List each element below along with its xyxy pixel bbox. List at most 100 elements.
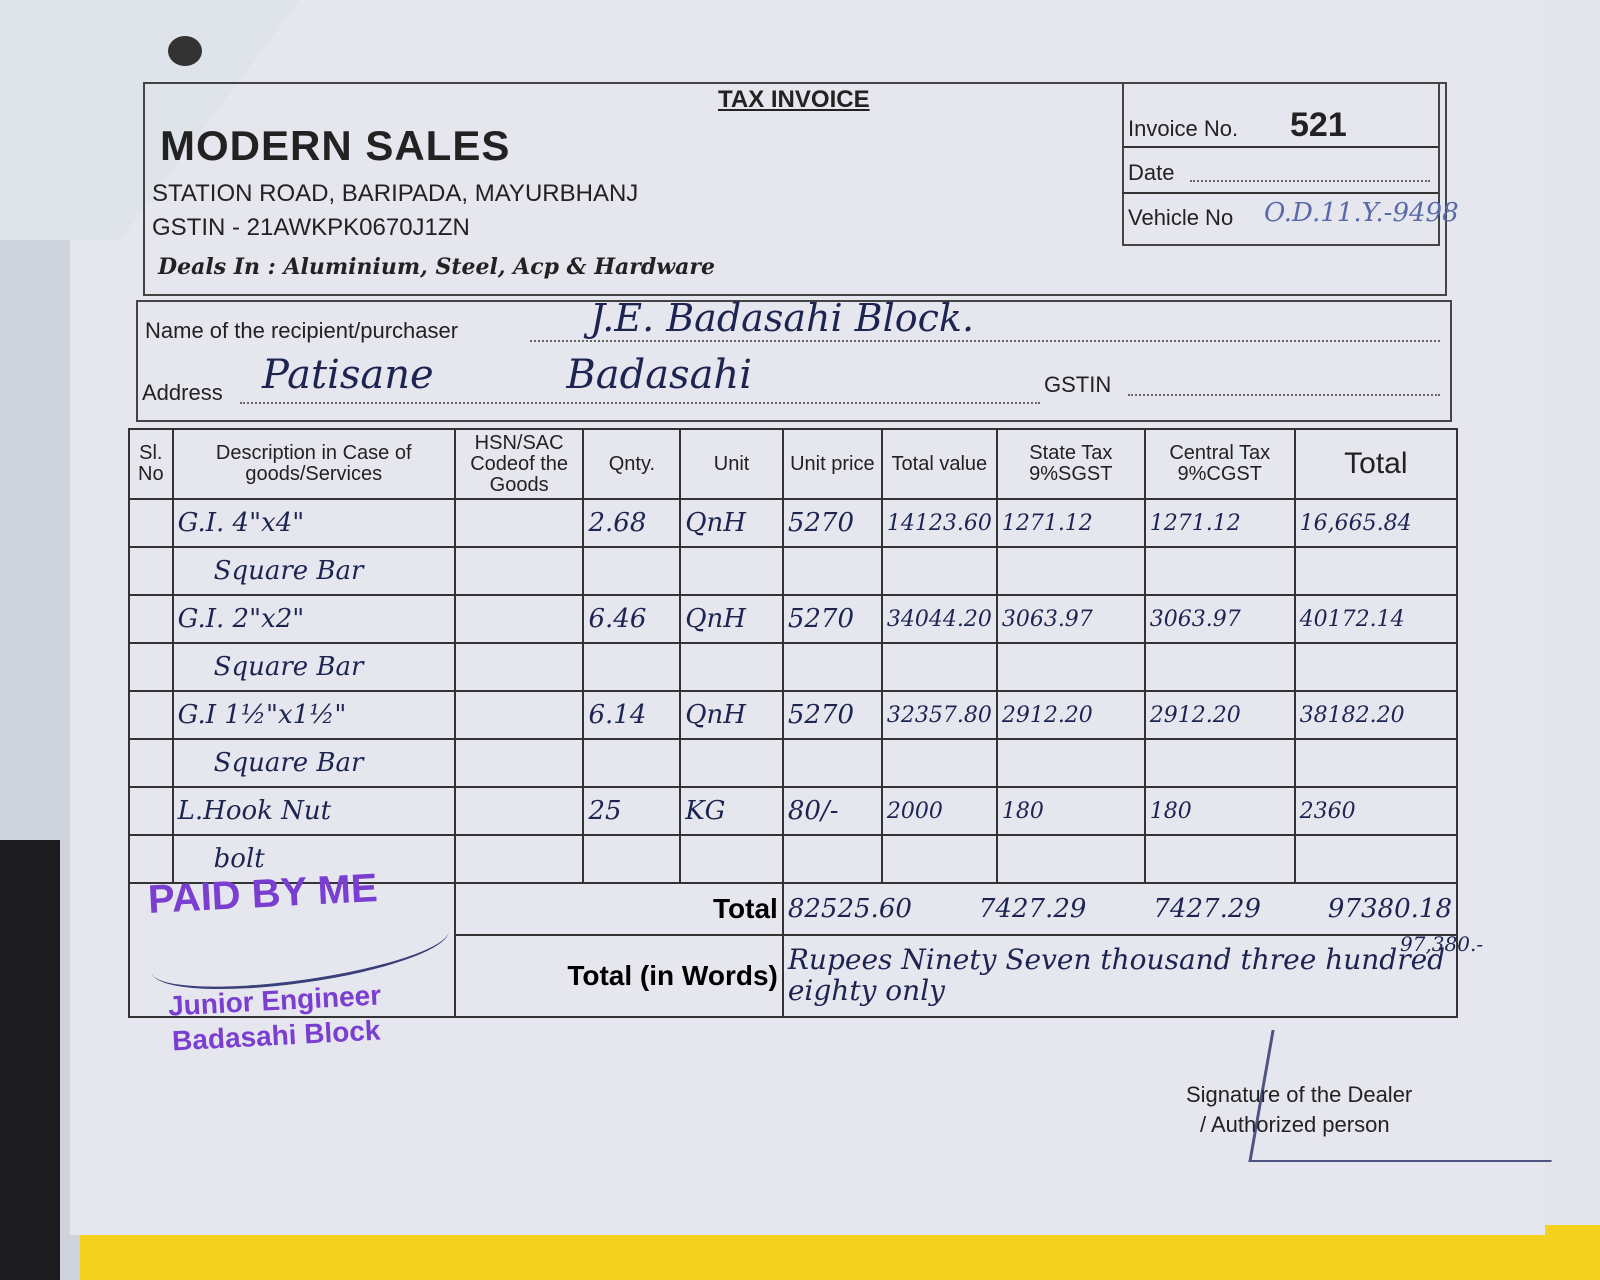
items-table: Sl. No Description in Case of goods/Servi… [128,428,1459,1018]
column-header: Total [1293,428,1459,500]
table-cell [995,834,1146,884]
table-cell [582,834,682,884]
column-header: Total value [880,428,998,500]
company-address: STATION ROAD, BARIPADA, MAYURBHANJ [152,180,639,207]
table-cell [453,642,585,692]
table-cell [453,498,585,548]
total-cgst: 7427.29 [1153,894,1261,924]
table-cell: 2.68 [582,498,682,548]
table-cell [453,546,585,596]
table-cell [679,738,784,788]
table-cell: 16,665.84 [1293,498,1459,548]
table-row: G.I. 4"x4" 2.68 QnH 5270 14123.60 1271.12 1271… [128,498,1459,548]
date-label: Date [1128,160,1175,185]
total-label: Total [453,882,784,936]
table-cell [582,546,682,596]
company-gstin: GSTIN - 21AWKPK0670J1ZN [152,214,470,241]
invoice-no-label: Invoice No. [1128,116,1239,141]
table-cell [128,834,174,884]
table-cell: 40172.14 [1293,594,1459,644]
company-name: MODERN SALES [160,122,511,169]
table-cell: 25 [582,786,682,836]
table-cell: G.I 1½"x1½" [171,690,456,740]
table-cell: 6.14 [582,690,682,740]
deals-in: Deals In : Aluminium, Steel, Acp & Hardw… [158,254,716,280]
table-cell: G.I. 4"x4" [171,498,456,548]
table-cell [128,546,174,596]
table-cell [1293,642,1459,692]
table-cell [1143,642,1296,692]
table-cell: 1271.12 [995,498,1146,548]
table-cell [1143,834,1296,884]
background-right-sheet [1540,0,1600,1240]
table-cell [880,546,998,596]
table-cell: 1271.12 [1143,498,1296,548]
table-cell: 32357.80 [880,690,998,740]
column-header: Description in Case of goods/Services [171,428,456,500]
table-cell: 5270 [781,594,883,644]
total-row: Total 82525.60 7427.29 7427.29 97380.18 [128,882,1459,1018]
table-row: G.I 1½"x1½" 6.14 QnH 5270 32357.80 2912.20 291… [128,690,1459,740]
column-header: Sl. No [128,428,174,500]
total-in-words: Rupees Ninety Seven thousand three hundr… [781,934,1459,1018]
table-cell [995,642,1146,692]
table-cell [128,498,174,548]
invoice-no: 521 [1290,106,1347,144]
dealer-signature [1248,1030,1575,1162]
table-cell [679,546,784,596]
table-cell [1293,834,1459,884]
table-cell [995,738,1146,788]
words-label: Total (in Words) [453,934,784,1018]
table-cell: 6.46 [582,594,682,644]
table-cell: 5270 [781,498,883,548]
table-cell: 180 [1143,786,1296,836]
signature-label: Signature of the Dealer [1186,1082,1413,1107]
column-header: Unit price [781,428,883,500]
table-row: bolt [128,834,1459,884]
vehicle-no: O.D.11.Y.-9498 [1264,198,1459,228]
grand-total: 97380.18 [1327,894,1452,924]
table-cell: 2360 [1293,786,1459,836]
column-header: Central Tax 9%CGST [1143,428,1296,500]
table-header-row: Sl. No Description in Case of goods/Servi… [128,428,1459,500]
table-cell [1143,546,1296,596]
table-cell: QnH [679,690,784,740]
column-header: HSN/SAC Codeof the Goods [453,428,585,500]
column-header: Qnty. [582,428,682,500]
table-row: Square Bar [128,546,1459,596]
table-cell: Square Bar [171,642,456,692]
table-cell [679,834,784,884]
recipient-name: J.E. Badasahi Block. [590,296,975,340]
table-cell: 2912.20 [1143,690,1296,740]
table-cell [781,738,883,788]
table-cell [1293,546,1459,596]
recipient-gstin-label: GSTIN [1044,372,1112,397]
recipient-box [136,300,1452,422]
vehicle-label: Vehicle No [1128,205,1234,230]
punch-hole [168,36,202,66]
table-cell: KG [679,786,784,836]
table-row: Square Bar [128,738,1459,788]
table-cell [128,594,174,644]
table-row: G.I. 2"x2" 6.46 QnH 5270 34044.20 3063.97 3063… [128,594,1459,644]
table-cell: QnH [679,594,784,644]
table-cell [128,642,174,692]
table-cell [453,690,585,740]
total-sgst: 7427.29 [978,894,1087,924]
table-cell [128,738,174,788]
invoice-info-box [1122,82,1440,246]
total-value: 82525.60 [787,894,912,924]
table-cell [880,642,998,692]
table-cell: 34044.20 [880,594,998,644]
table-cell: 3063.97 [1143,594,1296,644]
recipient-name-label: Name of the recipient/purchaser [145,318,459,343]
table-cell: 5270 [781,690,883,740]
table-cell: 2000 [880,786,998,836]
table-cell: 38182.20 [1293,690,1459,740]
table-cell: L.Hook Nut [171,786,456,836]
table-cell: 180 [995,786,1146,836]
address-label: Address [142,380,223,405]
table-cell: bolt [171,834,456,884]
table-cell: Square Bar [171,738,456,788]
table-cell [453,834,585,884]
